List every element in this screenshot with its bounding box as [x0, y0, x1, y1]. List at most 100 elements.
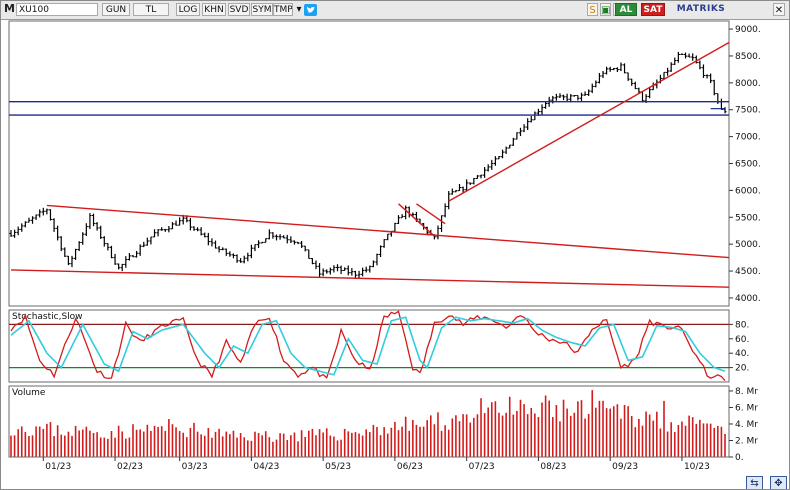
price-bar	[633, 81, 637, 90]
sym-button[interactable]: SYM	[251, 3, 273, 16]
price-bar	[127, 253, 132, 261]
price-bar	[694, 55, 698, 64]
close-icon[interactable]: ✕	[773, 3, 785, 16]
price-bar	[522, 124, 526, 133]
price-bar	[425, 226, 429, 236]
price-tick-label: 6500.	[735, 160, 761, 170]
price-bar	[665, 67, 670, 76]
x-tick-label: 07/23	[469, 462, 495, 472]
price-bar	[317, 263, 322, 278]
price-bar	[23, 221, 27, 228]
stoch-tick-label: 60.	[735, 335, 749, 345]
price-tick-label: 4500.	[735, 267, 761, 277]
x-tick-label: 03/23	[182, 462, 208, 472]
price-bar	[274, 234, 279, 241]
price-bar	[375, 253, 379, 266]
price-bar	[325, 269, 329, 274]
price-bar	[152, 229, 157, 238]
price-bar	[712, 79, 716, 96]
volume-panel: Volume 8. Mr 6. Mr 4. Mr 2. Mr 0.	[8, 385, 758, 463]
move-icon[interactable]: ✥	[770, 476, 787, 489]
price-bar	[314, 260, 318, 270]
price-bar	[382, 239, 386, 248]
small-button-window[interactable]: ▣	[600, 3, 611, 16]
price-bar	[9, 229, 13, 237]
stoch-d-line	[10, 316, 726, 376]
price-bar	[59, 236, 63, 252]
price-bar	[583, 91, 587, 96]
price-bar	[378, 245, 383, 258]
price-tick-label: 5500.	[735, 213, 761, 223]
price-bar	[493, 156, 497, 166]
price-bar	[364, 266, 368, 273]
price-bar	[615, 67, 619, 73]
price-bar	[709, 73, 713, 84]
price-bar	[91, 213, 96, 227]
menu-button[interactable]: M	[4, 2, 15, 15]
price-bar	[296, 241, 300, 245]
small-button-s[interactable]: S	[587, 3, 598, 16]
price-bar	[619, 62, 623, 72]
sell-button[interactable]: SAT	[641, 3, 665, 16]
price-bar	[608, 66, 612, 72]
price-bar	[332, 265, 336, 273]
price-bar	[443, 203, 447, 218]
price-tick-label: 5000.	[735, 240, 761, 250]
price-bar	[170, 222, 175, 230]
price-bar	[124, 256, 128, 268]
price-bar	[350, 268, 354, 276]
price-bar	[228, 251, 232, 257]
price-bar	[199, 227, 203, 236]
price-bar	[504, 146, 508, 154]
price-bar	[590, 83, 594, 94]
price-bar	[604, 66, 609, 75]
price-bar	[630, 78, 634, 86]
price-bar	[569, 94, 573, 103]
price-bar	[579, 92, 584, 102]
svd-button[interactable]: SVD	[228, 3, 250, 16]
price-bar	[561, 94, 566, 101]
price-tick-label: 8500.	[735, 52, 761, 62]
price-bar	[468, 182, 472, 186]
price-bar	[475, 175, 480, 180]
twitter-icon[interactable]	[304, 4, 317, 16]
price-bar	[249, 244, 253, 259]
swap-icon[interactable]: ⇆	[745, 476, 763, 489]
price-bar	[518, 127, 523, 137]
price-bar	[134, 250, 139, 258]
price-bar	[224, 248, 228, 256]
price-bar	[486, 164, 490, 172]
price-bar	[210, 238, 214, 247]
stochastic-title: Stochastic,Slow	[12, 312, 83, 322]
price-bar	[461, 186, 465, 194]
price-bar	[669, 62, 673, 72]
price-bar	[303, 245, 307, 252]
log-button[interactable]: LOG	[176, 3, 200, 16]
tmp-button[interactable]: TMP	[273, 3, 293, 16]
price-bar	[637, 87, 641, 94]
price-bar	[203, 232, 207, 238]
price-bar	[38, 209, 42, 218]
price-bar	[698, 60, 702, 70]
price-bar	[626, 72, 630, 81]
stoch-tick-label: 40.	[735, 349, 749, 359]
x-tick-label: 10/23	[684, 462, 710, 472]
period-button[interactable]: GUN	[102, 3, 130, 16]
price-bar	[34, 214, 38, 220]
price-bar	[88, 213, 92, 230]
price-bar	[167, 225, 171, 233]
buy-button[interactable]: AL	[615, 3, 637, 16]
price-bar	[396, 215, 401, 225]
price-bar	[242, 255, 246, 264]
price-bar	[231, 253, 236, 259]
price-tick-label: 7000.	[735, 133, 761, 143]
price-bar	[217, 245, 221, 253]
currency-button[interactable]: TL	[133, 3, 169, 16]
khn-button[interactable]: KHN	[202, 3, 226, 16]
symbol-field[interactable]: XU100	[16, 3, 98, 16]
price-bar	[676, 51, 680, 63]
price-bar	[339, 265, 343, 275]
chevron-down-icon[interactable]: ▾	[296, 4, 302, 15]
price-bar	[572, 94, 576, 97]
